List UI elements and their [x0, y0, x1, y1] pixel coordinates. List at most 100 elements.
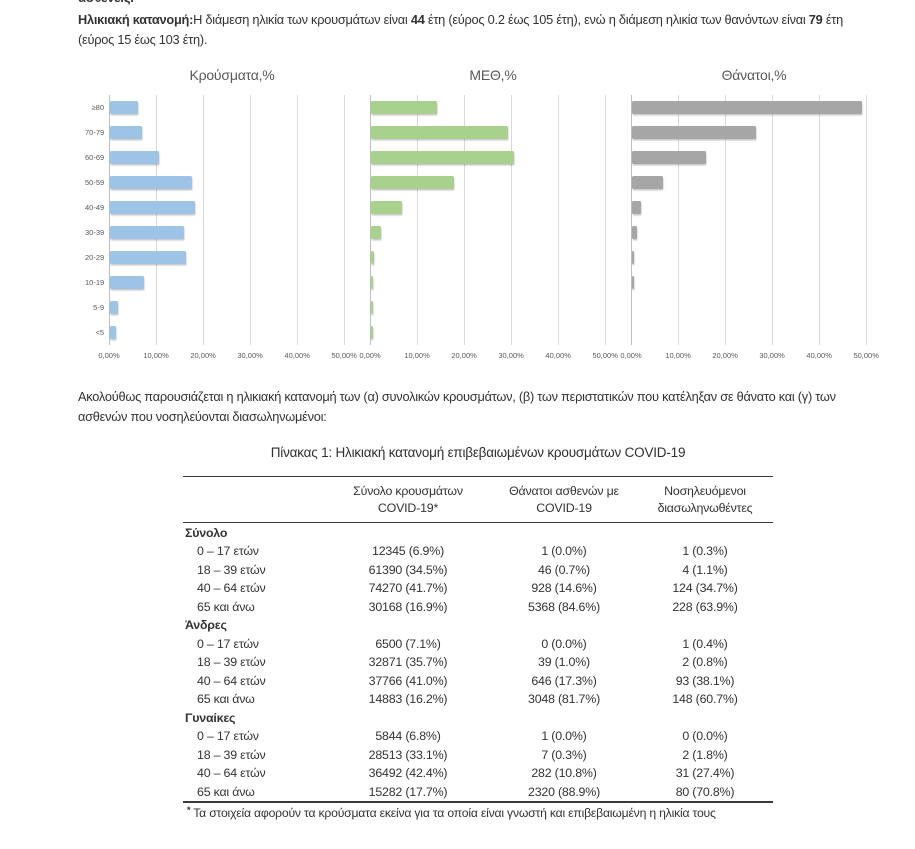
gridline: [558, 95, 560, 345]
x-axis-tick-label: 30,00%: [759, 351, 785, 360]
y-axis-label: 30-39: [85, 228, 105, 237]
gridline: [417, 95, 419, 345]
bar-icu-5-9: [371, 301, 373, 314]
cases-cell: 6500 (7.1%): [375, 636, 441, 651]
age-group-cell: 0 – 17 ετών: [197, 636, 259, 651]
following-paragraph: Ακολούθως παρουσιάζεται η ηλικιακή καταν…: [78, 387, 915, 427]
y-axis-label: 70-79: [85, 128, 105, 137]
age-group-cell: 0 – 17 ετών: [197, 729, 259, 743]
gridline: [109, 95, 110, 345]
y-axis-label: <5: [95, 328, 104, 337]
bar-cases-20-29: [110, 251, 187, 264]
deaths-cell: 5368 (84.6%): [528, 599, 600, 614]
x-axis-tick-label: 10,00%: [143, 351, 169, 360]
bar-cases-≥80: [110, 101, 139, 114]
column-header-line1: Σύνολο κρουσμάτων: [353, 484, 463, 498]
clipped-text: ασθενείς.: [78, 0, 134, 5]
x-axis-tick-label: 40,00%: [545, 351, 571, 360]
chart-deaths: Θάνατοι,% 0,00% 10,00% 20,00% 30,00% 40,00% 50…: [620, 67, 879, 365]
bar-icu-70-79: [371, 126, 508, 139]
cases-cell: 28513 (33.1%): [368, 747, 448, 762]
cases-cell: 36492 (42.4%): [368, 766, 448, 780]
bar-cases-<5: [110, 326, 117, 339]
gridline: [819, 95, 821, 345]
column-header-3: Νοσηλευόμενοι διασωληνωθέντες: [637, 477, 773, 523]
cases-cell: 30168 (16.9%): [368, 599, 448, 614]
bar-deaths-≥80: [632, 101, 863, 114]
bar-icu-20-29: [371, 251, 374, 264]
intubated-cell: 80 (70.8%): [675, 784, 735, 799]
deaths-cell: 7 (0.3%): [541, 747, 587, 762]
median-cases-age: 44: [410, 12, 425, 27]
deaths-cell: 282 (10.8%): [531, 766, 597, 780]
table-header: Σύνολο κρουσμάτων COVID-19* Θάνατοι ασθενώ…: [183, 476, 773, 523]
intro-seg3: έτη: [822, 12, 843, 27]
cases-cell: 74270 (41.7%): [368, 581, 448, 595]
bar-cases-40-49: [110, 201, 196, 214]
column-header-line2: διασωληνωθέντες: [657, 501, 753, 515]
intubated-cell: 1 (0.3%): [682, 544, 728, 558]
x-axis-tick-label: 20,00%: [712, 351, 738, 360]
bar-deaths-20-29: [632, 251, 634, 264]
cases-cell: 15282 (17.7%): [368, 784, 448, 799]
bar-cases-70-79: [110, 126, 143, 139]
table-row: 65 και άνω 14883 (16.2%) 3048 (81.7%) 148 (…: [183, 690, 773, 709]
bar-icu-10-19: [371, 276, 373, 289]
following-line2: ασθενών που νοσηλεύονται διασωληνωμένοι:: [78, 409, 327, 424]
x-axis-tick-label: 20,00%: [190, 351, 216, 360]
section-label: Σύνολο: [185, 525, 228, 540]
table-row: 18 – 39 ετών 61390 (34.5%) 46 (0.7%) 4 (1.1…: [183, 560, 773, 579]
table-header-row: Σύνολο κρουσμάτων COVID-19* Θάνατοι ασθενώ…: [183, 476, 773, 523]
deaths-cell: 0 (0.0%): [541, 636, 587, 651]
table-row: 65 και άνω 15282 (17.7%) 2320 (88.9%) 80 (7…: [183, 782, 773, 802]
gridline: [866, 95, 868, 345]
age-group-cell: 40 – 64 ετών: [197, 766, 266, 780]
age-group-cell: 18 – 39 ετών: [197, 562, 266, 577]
bar-deaths-60-69: [632, 151, 706, 164]
charts-row: Κρούσματα,% ≥80 70-79 60-69 50-59 40-49 30-39 2…: [85, 67, 895, 365]
chart-title-deaths: Θάνατοι,%: [721, 67, 787, 83]
table-footnote: * Τα στοιχεία αφορούν τα κρούσματα εκείν…: [183, 805, 773, 820]
gridline: [511, 95, 513, 345]
intubated-cell: 228 (63.9%): [672, 599, 738, 614]
x-axis-tick-label: 10,00%: [404, 351, 430, 360]
table-row: 40 – 64 ετών 37766 (41.0%) 646 (17.3%) 93 (…: [183, 671, 773, 690]
plot-cases: [109, 95, 355, 345]
empty-cell: [325, 523, 491, 542]
gridline: [678, 95, 680, 345]
y-axis-label: 10-19: [85, 278, 105, 287]
table-row: 18 – 39 ετών 28513 (33.1%) 7 (0.3%) 2 (1.8%…: [183, 745, 773, 764]
bar-cases-5-9: [110, 301, 118, 314]
bar-cases-50-59: [110, 176, 192, 189]
age-group-cell: 65 και άνω: [197, 692, 255, 706]
cases-cell: 12345 (6.9%): [372, 544, 444, 558]
column-header-line1: Νοσηλευόμενοι: [664, 484, 746, 498]
gridline: [631, 95, 632, 345]
table-row: 40 – 64 ετών 36492 (42.4%) 282 (10.8%) 31 (…: [183, 764, 773, 783]
column-header-line2: COVID-19: [536, 501, 592, 515]
deaths-cell: 1 (0.0%): [541, 544, 587, 558]
x-axis-ticks: 0,00% 10,00% 20,00% 30,00% 40,00% 50,00%: [98, 351, 357, 365]
median-deaths-age: 79: [808, 12, 823, 27]
deaths-cell: 646 (17.3%): [531, 673, 597, 688]
deaths-cell: 1 (0.0%): [541, 729, 587, 743]
empty-cell: [637, 616, 773, 635]
column-header-2: Θάνατοι ασθενών με COVID-19: [491, 477, 637, 523]
chart-body-deaths: 0,00% 10,00% 20,00% 30,00% 40,00% 50,00%: [620, 95, 879, 365]
age-group-cell: 18 – 39 ετών: [197, 655, 266, 669]
x-axis-tick-label: 40,00%: [284, 351, 310, 360]
table-row: 65 και άνω 30168 (16.9%) 5368 (84.6%) 228 (…: [183, 597, 773, 616]
column-header-1: Σύνολο κρουσμάτων COVID-19*: [325, 477, 491, 523]
empty-cell: [325, 708, 491, 727]
table-row: 18 – 39 ετών 32871 (35.7%) 39 (1.0%) 2 (0.8…: [183, 653, 773, 672]
gridline: [370, 95, 371, 345]
plot-area-deaths: 0,00% 10,00% 20,00% 30,00% 40,00% 50,00%: [620, 95, 879, 365]
table-row: 0 – 17 ετών 5844 (6.8%) 1 (0.0%) 0 (0.0%): [183, 727, 773, 746]
table-row: 0 – 17 ετών 6500 (7.1%) 0 (0.0%) 1 (0.4%): [183, 634, 773, 653]
x-axis-tick-label: 0,00%: [359, 351, 381, 360]
column-header-line1: Θάνατοι ασθενών με: [509, 484, 619, 498]
y-axis-label: ≥80: [91, 103, 104, 112]
bar-icu-50-59: [371, 176, 455, 189]
age-distribution-paragraph: Ηλικιακή κατανομή:Η διάμεση ηλικία των κ…: [78, 10, 910, 50]
gridline: [156, 95, 158, 345]
